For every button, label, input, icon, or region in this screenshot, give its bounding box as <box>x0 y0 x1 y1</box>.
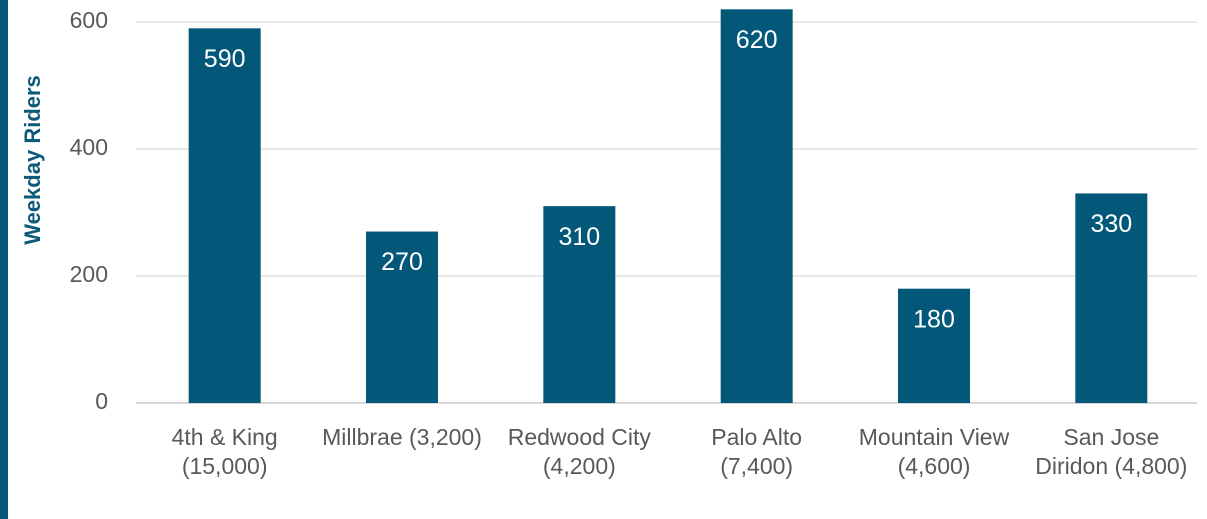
y-tick-label: 200 <box>70 261 108 287</box>
value-label: 620 <box>736 26 778 54</box>
value-label: 180 <box>913 305 955 333</box>
bar <box>720 9 793 404</box>
y-tick-label: 400 <box>70 134 108 160</box>
y-tick-label: 0 <box>95 388 108 414</box>
value-label: 270 <box>381 248 423 276</box>
x-tick-label: Mountain View (4,600) <box>858 424 1010 479</box>
bar <box>898 288 970 403</box>
x-tick-label: San Jose Diridon (4,800) <box>1035 424 1188 479</box>
value-label: 330 <box>1090 210 1132 238</box>
bar <box>188 28 261 403</box>
side-stripe <box>0 0 8 519</box>
y-tick-label: 600 <box>70 7 108 33</box>
x-tick-label: Redwood City (4,200) <box>507 424 651 479</box>
x-tick-label: 4th & King (15,000) <box>171 424 278 479</box>
bar <box>543 206 616 403</box>
x-tick-label: Palo Alto (7,400) <box>711 424 803 479</box>
bar <box>366 231 438 403</box>
value-label: 310 <box>558 223 600 251</box>
y-axis-label: Weekday Riders <box>20 75 45 245</box>
bar <box>1075 193 1148 403</box>
value-label: 590 <box>204 45 246 73</box>
x-tick-label: Millbrae (3,200) <box>322 424 482 450</box>
